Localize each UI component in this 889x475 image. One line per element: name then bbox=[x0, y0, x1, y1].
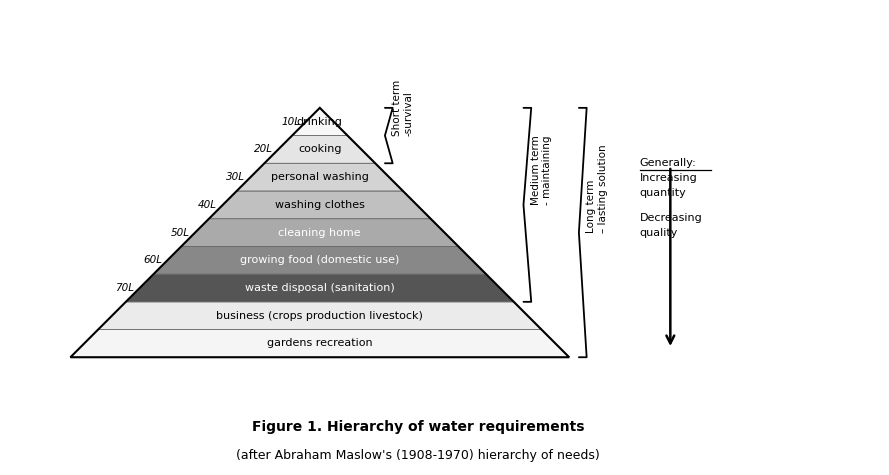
Text: cleaning home: cleaning home bbox=[278, 228, 361, 238]
Polygon shape bbox=[70, 330, 569, 357]
Polygon shape bbox=[181, 218, 459, 247]
Text: Short term
-survival: Short term -survival bbox=[392, 79, 413, 135]
Text: 40L: 40L bbox=[198, 200, 217, 210]
Polygon shape bbox=[264, 135, 375, 163]
Text: (after Abraham Maslow's (1908-1970) hierarchy of needs): (after Abraham Maslow's (1908-1970) hier… bbox=[236, 449, 600, 463]
Text: Generally:: Generally: bbox=[640, 158, 697, 168]
Text: drinking: drinking bbox=[297, 117, 343, 127]
Polygon shape bbox=[154, 247, 486, 274]
Text: cooking: cooking bbox=[298, 144, 341, 154]
Text: Figure 1. Hierarchy of water requirements: Figure 1. Hierarchy of water requirement… bbox=[252, 420, 584, 435]
Text: gardens recreation: gardens recreation bbox=[267, 338, 372, 348]
Text: Increasing: Increasing bbox=[640, 173, 698, 183]
Text: 10L: 10L bbox=[282, 117, 300, 127]
Text: business (crops production livestock): business (crops production livestock) bbox=[216, 311, 423, 321]
Text: Medium term
- maintaining: Medium term - maintaining bbox=[531, 135, 552, 205]
Polygon shape bbox=[236, 163, 403, 191]
Polygon shape bbox=[126, 274, 514, 302]
Text: Decreasing: Decreasing bbox=[640, 213, 702, 223]
Text: 70L: 70L bbox=[116, 283, 134, 293]
Polygon shape bbox=[209, 191, 430, 218]
Polygon shape bbox=[292, 108, 348, 135]
Text: 50L: 50L bbox=[171, 228, 189, 238]
Polygon shape bbox=[98, 302, 541, 330]
Text: quantity: quantity bbox=[640, 188, 686, 198]
Text: washing clothes: washing clothes bbox=[275, 200, 364, 210]
Text: 30L: 30L bbox=[226, 172, 245, 182]
Text: 60L: 60L bbox=[143, 255, 162, 265]
Text: waste disposal (sanitation): waste disposal (sanitation) bbox=[245, 283, 395, 293]
Text: 20L: 20L bbox=[253, 144, 273, 154]
Text: growing food (domestic use): growing food (domestic use) bbox=[240, 255, 399, 265]
Text: personal washing: personal washing bbox=[271, 172, 369, 182]
Text: quality: quality bbox=[640, 228, 678, 238]
Text: Long term
– lasting solution: Long term – lasting solution bbox=[586, 144, 608, 233]
